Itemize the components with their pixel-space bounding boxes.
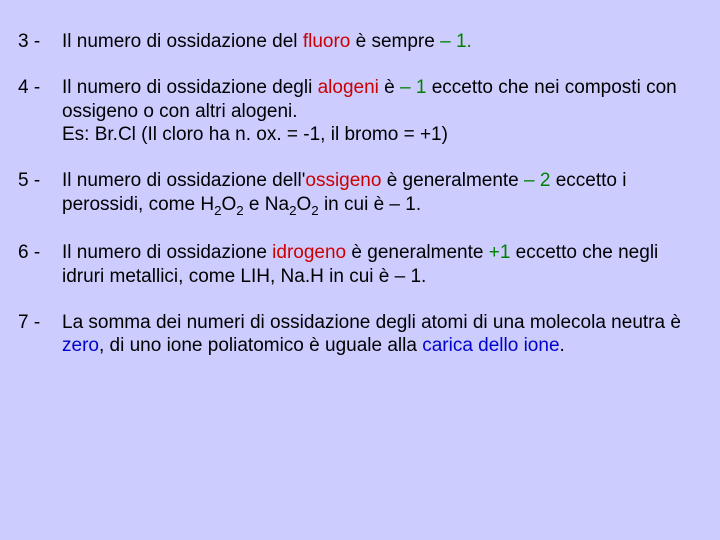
text-fragment: idrogeno bbox=[272, 242, 346, 263]
text-fragment: è bbox=[379, 77, 400, 98]
rule-item: 6 -Il numero di ossidazione idrogeno è g… bbox=[18, 241, 702, 289]
rule-body: Il numero di ossidazione idrogeno è gene… bbox=[62, 241, 702, 289]
text-fragment: – 2 bbox=[524, 170, 550, 191]
text-fragment: Il numero di ossidazione degli bbox=[62, 77, 318, 98]
text-fragment: e Na bbox=[244, 194, 289, 215]
rule-body: La somma dei numeri di ossidazione degli… bbox=[62, 311, 702, 359]
text-fragment: in cui è – 1. bbox=[319, 194, 421, 215]
rule-number: 6 - bbox=[18, 241, 62, 289]
rule-number: 7 - bbox=[18, 311, 62, 359]
text-fragment: Es: Br.Cl (Il cloro ha n. ox. = -1, il b… bbox=[62, 124, 448, 145]
text-fragment: carica dello ione bbox=[422, 335, 559, 356]
rule-number: 5 - bbox=[18, 169, 62, 219]
text-fragment: , di uno ione poliatomico è uguale alla bbox=[99, 335, 422, 356]
rule-body: Il numero di ossidazione degli alogeni è… bbox=[62, 76, 702, 147]
rules-list: 3 -Il numero di ossidazione del fluoro è… bbox=[18, 30, 702, 358]
text-fragment: è sempre bbox=[350, 31, 440, 52]
text-fragment: è generalmente bbox=[381, 170, 524, 191]
rule-item: 3 -Il numero di ossidazione del fluoro è… bbox=[18, 30, 702, 54]
text-fragment: alogeni bbox=[318, 77, 379, 98]
rule-number: 4 - bbox=[18, 76, 62, 147]
rule-body: Il numero di ossidazione del fluoro è se… bbox=[62, 30, 702, 54]
text-fragment: ossigeno bbox=[305, 170, 381, 191]
rule-body: Il numero di ossidazione dell'ossigeno è… bbox=[62, 169, 702, 219]
text-fragment: +1 bbox=[489, 242, 511, 263]
text-fragment: – 1. bbox=[440, 31, 472, 52]
rule-number: 3 - bbox=[18, 30, 62, 54]
text-fragment: – 1 bbox=[400, 77, 426, 98]
text-fragment: fluoro bbox=[303, 31, 351, 52]
text-fragment: è generalmente bbox=[346, 242, 489, 263]
text-fragment: zero bbox=[62, 335, 99, 356]
text-fragment: O bbox=[296, 194, 311, 215]
text-fragment: Il numero di ossidazione dell' bbox=[62, 170, 305, 191]
rule-item: 7 -La somma dei numeri di ossidazione de… bbox=[18, 311, 702, 359]
rule-item: 4 -Il numero di ossidazione degli alogen… bbox=[18, 76, 702, 147]
text-fragment: Il numero di ossidazione bbox=[62, 242, 272, 263]
text-fragment: 2 bbox=[311, 203, 318, 218]
text-fragment: . bbox=[560, 335, 565, 356]
text-fragment: 2 bbox=[236, 203, 243, 218]
rule-item: 5 -Il numero di ossidazione dell'ossigen… bbox=[18, 169, 702, 219]
text-fragment: O bbox=[221, 194, 236, 215]
text-fragment: Il numero di ossidazione del bbox=[62, 31, 303, 52]
text-fragment: La somma dei numeri di ossidazione degli… bbox=[62, 312, 681, 333]
